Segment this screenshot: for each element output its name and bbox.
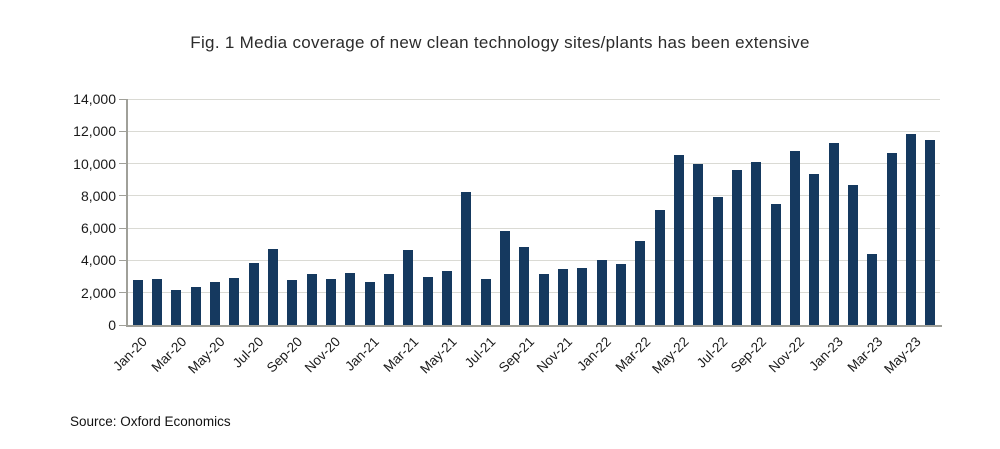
x-axis-label-text: Jul-20 [229, 334, 267, 371]
bar-Nov-20 [326, 279, 336, 325]
bar-Jun-20 [229, 278, 240, 325]
gridline [128, 98, 940, 100]
chart-title: Fig. 1 Media coverage of new clean techn… [190, 33, 810, 52]
bar-Oct-22 [770, 203, 781, 325]
gridline [128, 130, 940, 132]
bar-Jun-23 [925, 140, 936, 325]
y-axis-line [126, 99, 128, 327]
gridline [128, 259, 940, 261]
plot-area [119, 98, 942, 327]
x-axis-label-text: Jan-23 [806, 334, 847, 374]
x-axis-label-text: May-21 [417, 334, 460, 377]
bar-Mar-20 [171, 290, 182, 325]
y-tick-mark [119, 227, 126, 229]
x-axis-label-text: May-20 [185, 334, 228, 377]
bar-Aug-21 [500, 230, 510, 325]
bar-Aug-20 [268, 249, 278, 325]
x-axis-label-text: Sep-21 [495, 334, 537, 376]
gridline [128, 163, 940, 165]
bar-Apr-22 [654, 210, 665, 325]
x-axis-label-text: Sep-20 [263, 334, 305, 376]
bar-May-20 [210, 281, 220, 325]
x-axis-label-text: Jan-21 [342, 334, 383, 374]
bar-Jul-20 [248, 262, 259, 325]
gridline [128, 195, 940, 197]
bar-Feb-22 [616, 263, 626, 325]
bar-Jun-22 [693, 163, 704, 325]
y-axis-label: 6,000 [80, 220, 116, 237]
bar-Nov-22 [790, 151, 800, 325]
x-axis-label-text: Jan-22 [574, 334, 615, 374]
bar-Jul-22 [712, 196, 723, 325]
y-axis-label: 4,000 [80, 252, 116, 269]
bar-Feb-20 [152, 279, 162, 325]
x-axis-label-text: Nov-20 [302, 334, 344, 376]
x-axis-label-text: Sep-22 [727, 334, 769, 376]
y-axis-label: 0 [108, 317, 116, 333]
x-axis-line [126, 325, 942, 327]
bar-Oct-20 [306, 273, 317, 325]
bar-Dec-22 [809, 173, 820, 325]
y-tick-mark [119, 292, 126, 294]
bar-May-23 [906, 134, 916, 325]
x-axis-label-text: Mar-22 [612, 334, 653, 375]
y-tick-mark [119, 195, 126, 197]
bar-Nov-21 [558, 269, 568, 325]
bar-Mar-21 [403, 249, 414, 325]
bar-Dec-20 [345, 272, 356, 325]
y-axis-label: 8,000 [80, 187, 116, 204]
bar-May-21 [442, 270, 452, 325]
bar-Dec-21 [577, 268, 588, 325]
x-axis-label-text: Jan-20 [110, 334, 151, 374]
x-axis-label-text: May-22 [649, 334, 692, 377]
y-tick-mark [119, 324, 126, 326]
bar-Jan-21 [364, 282, 375, 325]
y-axis-label: 12,000 [73, 123, 116, 140]
bar-Mar-22 [635, 240, 646, 325]
bar-Jan-20 [132, 280, 143, 325]
bar-Sep-21 [519, 246, 530, 325]
y-axis-label: 10,000 [73, 155, 116, 172]
bar-Mar-23 [867, 254, 878, 325]
x-axis-label-text: Jul-22 [693, 334, 731, 371]
bar-Apr-23 [886, 152, 897, 325]
y-axis-label: 14,000 [73, 91, 116, 107]
bar-Oct-21 [538, 274, 549, 325]
bar-Apr-20 [190, 287, 201, 325]
bar-Apr-21 [422, 276, 433, 325]
bar-Jan-22 [596, 259, 607, 325]
bar-Feb-23 [848, 185, 858, 325]
gridline [128, 292, 940, 294]
y-axis-label: 2,000 [80, 284, 116, 301]
y-tick-mark [119, 98, 126, 100]
source-note: Source: Oxford Economics [70, 414, 231, 429]
y-tick-mark [119, 163, 126, 165]
bar-Sep-20 [287, 280, 298, 325]
gridline [128, 227, 940, 229]
x-axis-label-text: Nov-21 [534, 334, 576, 376]
bar-Jul-21 [480, 279, 491, 325]
x-axis-label-text: Nov-22 [766, 334, 808, 376]
bar-Jan-23 [828, 142, 839, 325]
bar-May-22 [674, 154, 684, 325]
bar-Jun-21 [461, 192, 472, 325]
x-axis-label-text: Jul-21 [461, 334, 499, 371]
x-axis-label-text: May-23 [881, 334, 924, 377]
bar-Aug-22 [732, 170, 742, 325]
bar-Sep-22 [751, 162, 762, 325]
bar-Feb-21 [384, 274, 394, 325]
y-tick-mark [119, 259, 126, 261]
y-tick-mark [119, 130, 126, 132]
x-axis-label-text: Mar-23 [844, 334, 885, 375]
x-axis-label-text: Mar-21 [380, 334, 421, 375]
x-axis-label-text: Mar-20 [148, 334, 189, 375]
